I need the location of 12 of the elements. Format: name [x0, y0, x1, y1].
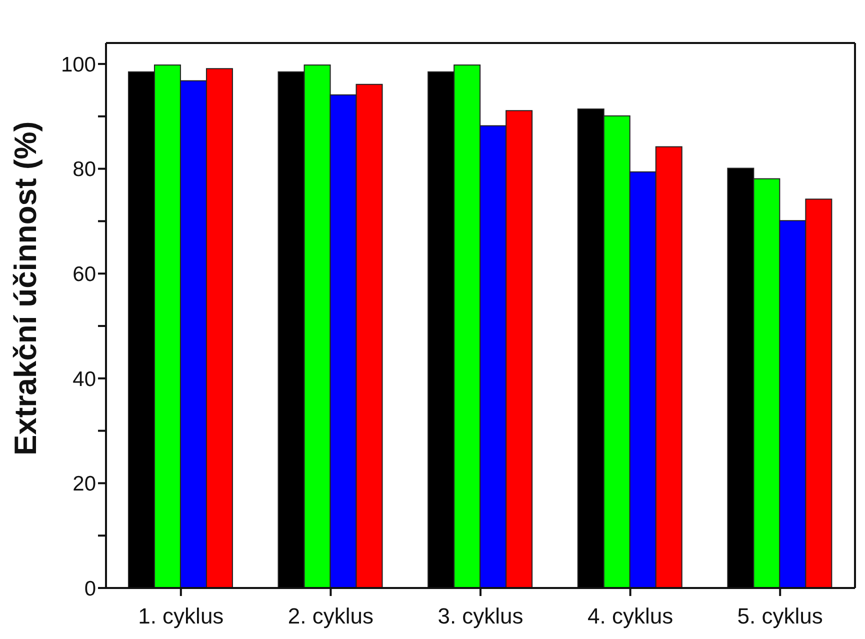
x-tick-label: 3. cyklus: [438, 604, 524, 629]
y-tick-label: 40: [72, 368, 96, 391]
y-tick-label: 20: [72, 472, 96, 496]
x-tick-label: 4. cyklus: [588, 604, 674, 629]
y-tick-label: 0: [84, 577, 96, 600]
x-tick-label: 2. cyklus: [288, 604, 374, 629]
x-tick-label: 5. cyklus: [737, 604, 823, 629]
y-axis-title: Extrakční účinnost (%): [8, 121, 44, 456]
y-tick-label: 60: [72, 263, 96, 286]
y-tick-label: 80: [72, 158, 96, 182]
y-tick-label: 100: [60, 53, 96, 76]
x-tick-label: 1. cyklus: [138, 604, 224, 629]
